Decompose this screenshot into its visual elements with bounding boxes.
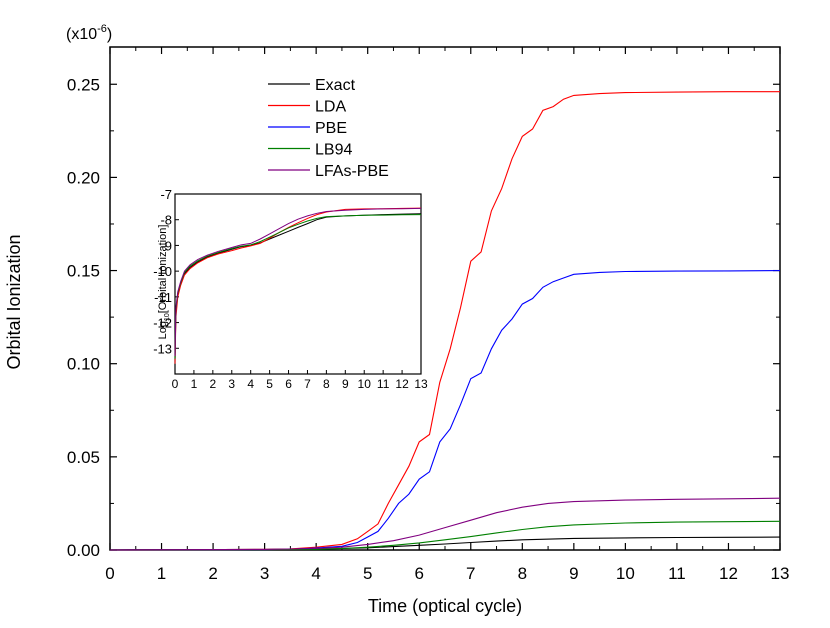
series-line-lda bbox=[109, 91, 780, 551]
legend-label: PBE bbox=[315, 120, 347, 137]
inset-series-line-lda bbox=[174, 207, 422, 364]
inset-x-tick-label: 13 bbox=[414, 377, 428, 391]
y-tick-label: 0.05 bbox=[67, 448, 100, 467]
inset-x-tick-label: 5 bbox=[266, 377, 273, 391]
inset-y-tick-label: -9 bbox=[160, 238, 172, 253]
y-tick-label: 0.25 bbox=[67, 75, 100, 94]
x-tick-label: 5 bbox=[363, 564, 372, 583]
series-line-lb94 bbox=[109, 520, 781, 551]
inset-series-line-lfas-pbe bbox=[174, 207, 422, 357]
y-tick-label: 0.10 bbox=[67, 355, 100, 374]
inset-x-tick-label: 8 bbox=[323, 377, 330, 391]
x-tick-label: 9 bbox=[569, 564, 578, 583]
legend-label: LB94 bbox=[315, 142, 352, 159]
inset-y-tick-label: -8 bbox=[160, 213, 172, 228]
x-tick-label: 10 bbox=[616, 564, 635, 583]
legend-label: Exact bbox=[315, 77, 356, 94]
inset-x-tick-label: 7 bbox=[304, 377, 311, 391]
x-tick-label: 0 bbox=[105, 564, 114, 583]
main-plot-area: 0 1 2 3 4 5 6 7 8 9 10 11 12 130.000.050.100.150.200.… bbox=[67, 46, 790, 583]
x-tick-label: 6 bbox=[414, 564, 423, 583]
y-tick-label: 0.15 bbox=[67, 262, 100, 281]
y-axis-label: Orbital Ionization bbox=[4, 234, 24, 369]
y-tick-label: 0.00 bbox=[67, 541, 100, 560]
inset-y-tick-label: -12 bbox=[153, 316, 172, 331]
inset-y-axis-label: Log10[Orbital Ionization] bbox=[157, 225, 171, 340]
inset-plot-area: 0 1 2 3 4 5 6 7 8 9 10 11 12 13-7-8-9-10-11-12-13 bbox=[153, 187, 428, 391]
x-tick-label: 13 bbox=[771, 564, 790, 583]
x-tick-label: 12 bbox=[719, 564, 738, 583]
legend: Exact LDA PBE LB94 LFAs-PBE bbox=[268, 77, 389, 180]
inset-y-tick-label: -7 bbox=[160, 187, 172, 202]
inset-y-tick-label: -13 bbox=[153, 341, 172, 356]
inset-x-tick-label: 12 bbox=[395, 377, 409, 391]
x-tick-label: 2 bbox=[208, 564, 217, 583]
x-axis-label: Time (optical cycle) bbox=[368, 596, 522, 616]
inset-x-tick-label: 0 bbox=[172, 377, 179, 391]
inset-frame bbox=[174, 193, 422, 375]
series-line-pbe bbox=[109, 270, 781, 551]
x-tick-label: 3 bbox=[260, 564, 269, 583]
x-tick-label: 7 bbox=[466, 564, 475, 583]
legend-label: LDA bbox=[315, 99, 346, 116]
inset-x-tick-label: 1 bbox=[191, 377, 198, 391]
legend-label: LFAs-PBE bbox=[315, 163, 389, 180]
inset-x-tick-label: 10 bbox=[358, 377, 372, 391]
inset-x-tick-label: 3 bbox=[228, 377, 235, 391]
y-tick-label: 0.20 bbox=[67, 168, 100, 187]
series-line-lfas-pbe bbox=[109, 497, 781, 551]
x-tick-label: 4 bbox=[311, 564, 320, 583]
inset-x-tick-label: 4 bbox=[247, 377, 254, 391]
x-tick-label: 8 bbox=[518, 564, 527, 583]
x-tick-label: 1 bbox=[157, 564, 166, 583]
inset-x-tick-label: 9 bbox=[342, 377, 349, 391]
x-tick-label: 11 bbox=[668, 564, 686, 583]
inset-y-tick-label: -11 bbox=[154, 290, 172, 305]
inset-x-tick-label: 11 bbox=[377, 377, 390, 391]
inset-y-tick-label: -10 bbox=[153, 264, 172, 279]
y-multiplier-label: (x10-6) bbox=[66, 23, 112, 43]
inset-x-tick-label: 2 bbox=[210, 377, 217, 391]
inset-x-tick-label: 6 bbox=[285, 377, 292, 391]
